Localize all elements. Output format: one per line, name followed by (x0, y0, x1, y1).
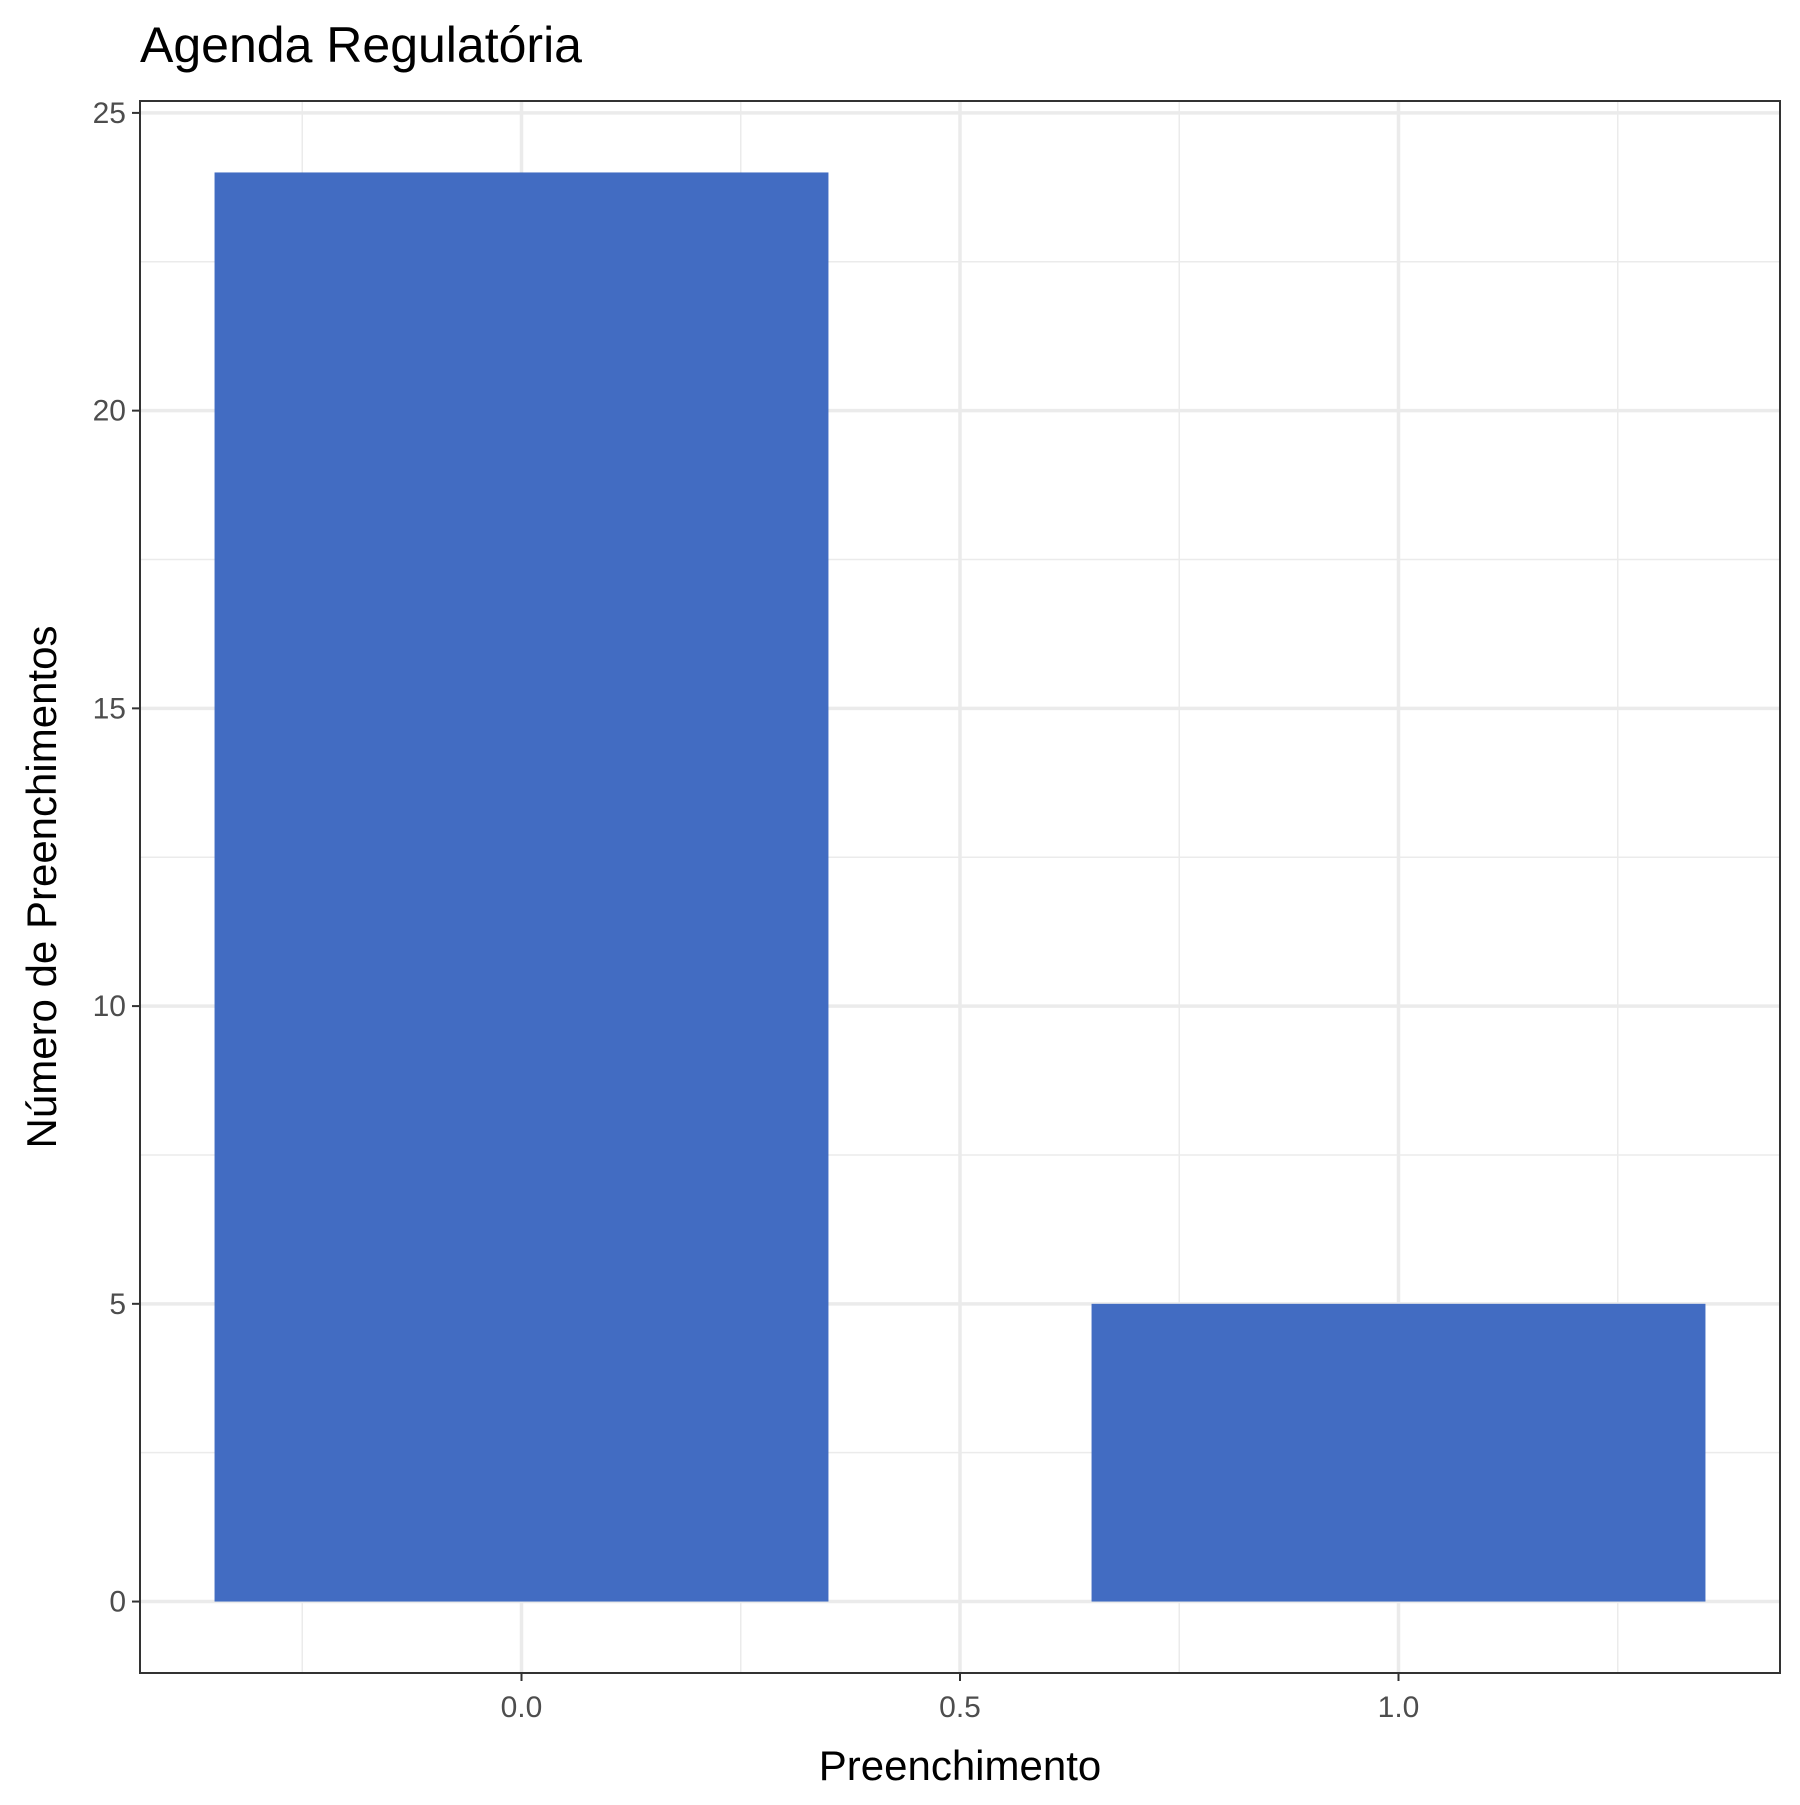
y-tick-label: 15 (93, 692, 126, 725)
x-axis-title: Preenchimento (819, 1742, 1102, 1789)
bar (1091, 1303, 1706, 1602)
x-tick-label: 0.5 (939, 1691, 981, 1724)
chart-title: Agenda Regulatória (140, 17, 582, 73)
bar (214, 172, 829, 1602)
bars (214, 172, 1706, 1602)
y-tick-label: 10 (93, 990, 126, 1023)
y-tick-label: 5 (109, 1288, 126, 1321)
y-axis-title: Número de Preenchimentos (18, 626, 65, 1149)
x-tick-label: 1.0 (1378, 1691, 1420, 1724)
x-tick-label: 0.0 (501, 1691, 543, 1724)
y-tick-label: 20 (93, 395, 126, 428)
axis-ticks: 0.0 0.5 1.0 0 5 10 15 20 25 (93, 97, 1420, 1724)
y-tick-label: 0 (109, 1586, 126, 1619)
y-tick-label: 25 (93, 97, 126, 130)
